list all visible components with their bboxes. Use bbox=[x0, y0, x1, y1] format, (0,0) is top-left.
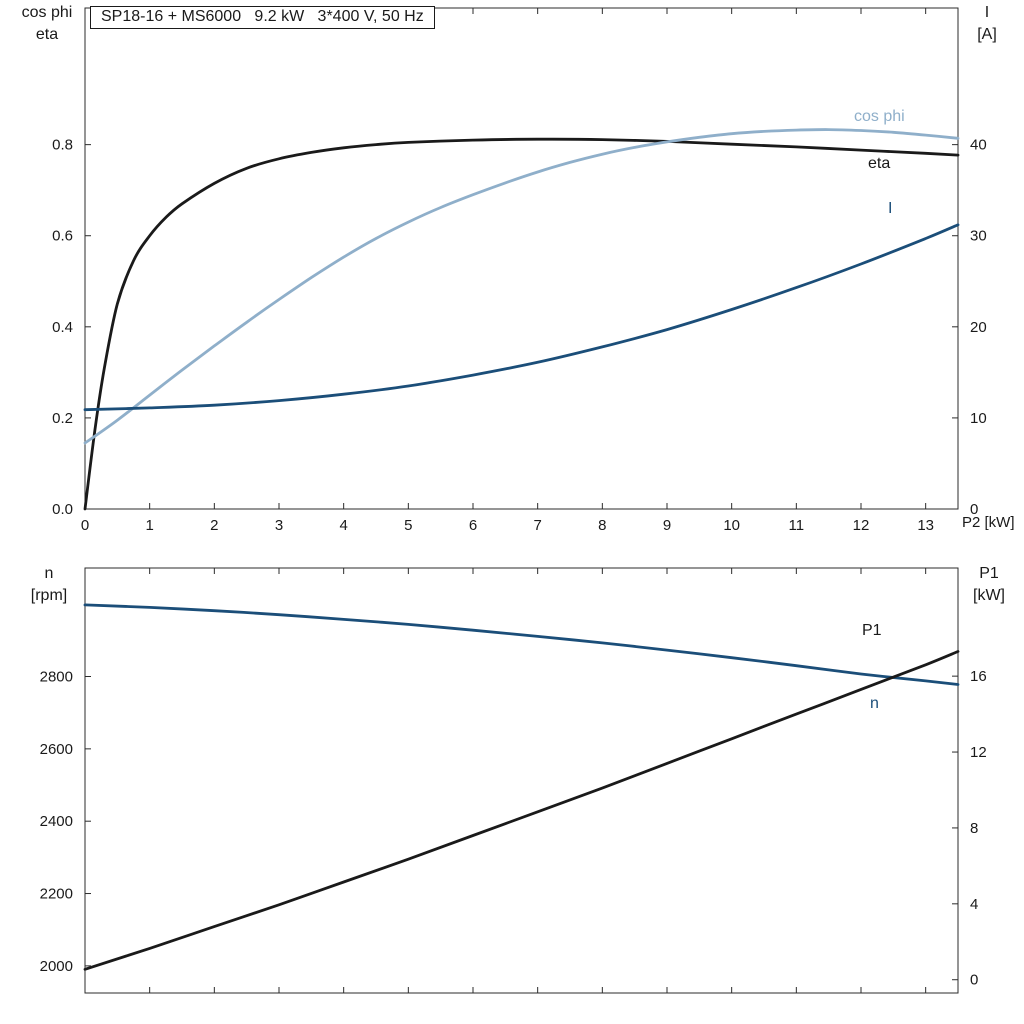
y-tick-label-left: 2000 bbox=[40, 958, 73, 975]
bottom-panel-border bbox=[84, 567, 959, 994]
left-axis-title-cosphi: cos phi bbox=[21, 4, 73, 21]
x-tick-label: 11 bbox=[789, 517, 805, 534]
y-tick-label-left: 2400 bbox=[40, 813, 73, 830]
x-tick-label: 12 bbox=[853, 517, 870, 534]
x-tick-label: 13 bbox=[917, 517, 934, 534]
bottom-right-axis-title: P1 [kW] bbox=[960, 563, 1018, 606]
y-tick-label-right: 0 bbox=[970, 501, 978, 518]
right-axis-title-p1-unit: [kW] bbox=[973, 586, 1005, 604]
x-tick-label: 2 bbox=[210, 517, 218, 534]
cos-phi-curve bbox=[83, 128, 960, 445]
y-tick-label-left: 2600 bbox=[40, 741, 73, 758]
y-tick-label-left: 0.6 bbox=[52, 228, 73, 245]
right-axis-title-p1: P1 bbox=[979, 565, 999, 582]
curve-label-p1: P1 bbox=[862, 622, 882, 639]
bottom-left-axis-title: n [rpm] bbox=[16, 563, 82, 606]
curve-label-current: I bbox=[888, 200, 893, 217]
eta-curve bbox=[83, 137, 960, 511]
x-tick-label: 1 bbox=[145, 517, 153, 534]
top-panel: 0 1 2 3 4 5 6 7 8 9 10 11 12 130.00.20.40.60.80102030… bbox=[52, 7, 987, 534]
x-tick-label: 7 bbox=[533, 517, 541, 534]
y-tick-label-right: 16 bbox=[970, 668, 987, 685]
left-axis-title-n: n bbox=[44, 565, 54, 582]
curve-label-n: n bbox=[870, 695, 879, 712]
y-tick-label-left: 0.8 bbox=[52, 137, 73, 154]
bottom-panel: 2000 2200 2400 2600 2800 0 4 8 12 16 bbox=[40, 567, 987, 994]
y-tick-label-left: 0.4 bbox=[52, 319, 73, 336]
n-curve bbox=[83, 603, 960, 686]
x-tick-label: 4 bbox=[339, 517, 347, 534]
top-panel-border bbox=[84, 7, 959, 510]
x-axis-label-p2: P2 [kW] bbox=[962, 514, 1015, 531]
x-tick-label: 3 bbox=[275, 517, 283, 534]
y-tick-label-right: 8 bbox=[970, 820, 978, 837]
x-tick-label: 10 bbox=[723, 517, 740, 534]
y-tick-label-right: 20 bbox=[970, 319, 987, 336]
x-tick-label: 9 bbox=[663, 517, 671, 534]
y-tick-label-left: 2800 bbox=[40, 669, 73, 686]
y-tick-label-right: 12 bbox=[970, 744, 987, 761]
x-tick-label: 8 bbox=[598, 517, 606, 534]
y-tick-label-right: 0 bbox=[970, 972, 978, 989]
left-axis-title-n-unit: [rpm] bbox=[30, 586, 68, 604]
y-tick-label-right: 30 bbox=[970, 228, 987, 245]
y-tick-label-right: 40 bbox=[970, 137, 987, 154]
x-tick-label: 0 bbox=[81, 517, 89, 534]
chart-title-box: SP18-16 + MS6000 9.2 kW 3*400 V, 50 Hz bbox=[90, 6, 435, 29]
left-axis-title-eta: eta bbox=[35, 25, 59, 43]
right-axis-title-current: I bbox=[984, 4, 990, 21]
p1-curve bbox=[83, 650, 960, 971]
right-axis-title-current-unit: [A] bbox=[977, 25, 997, 43]
curve-label-eta: eta bbox=[868, 155, 891, 172]
y-tick-label-right: 10 bbox=[970, 410, 987, 427]
y-tick-label-left: 0.0 bbox=[52, 501, 73, 518]
top-right-axis-title: I [A] bbox=[962, 2, 1012, 45]
top-left-axis-title: cos phi eta bbox=[10, 2, 84, 45]
y-tick-label-right: 4 bbox=[970, 896, 978, 913]
y-tick-label-left: 0.2 bbox=[52, 410, 73, 427]
x-tick-label: 6 bbox=[469, 517, 477, 534]
curve-label-cos-phi: cos phi bbox=[854, 108, 905, 125]
current-curve bbox=[83, 223, 960, 412]
y-tick-label-left: 2200 bbox=[40, 886, 73, 903]
x-tick-label: 5 bbox=[404, 517, 412, 534]
